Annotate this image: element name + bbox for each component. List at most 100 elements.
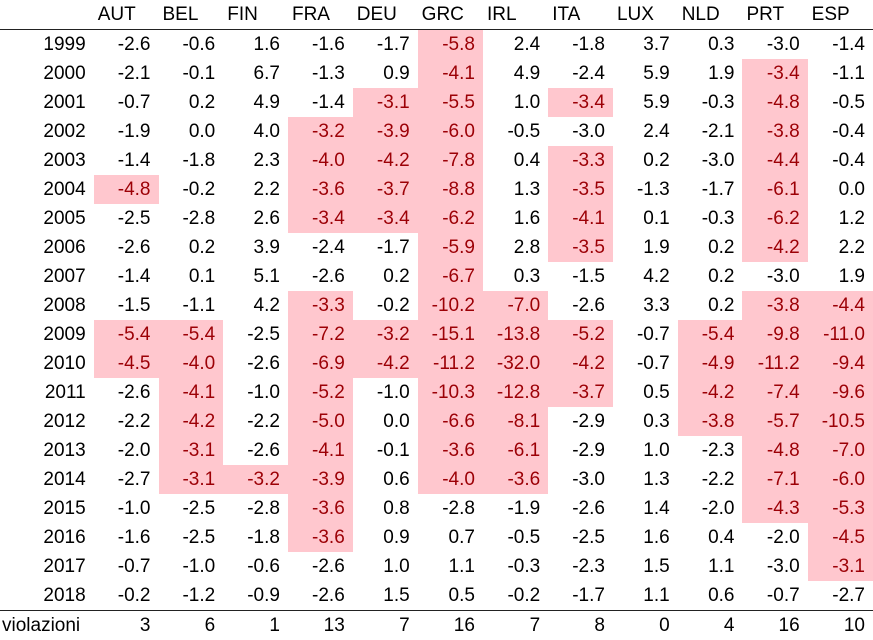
- value-cell: -2.6: [223, 436, 288, 465]
- value-cell: -3.9: [353, 117, 418, 146]
- value-cell: 0.9: [353, 59, 418, 88]
- value-cell: 0.1: [159, 262, 224, 291]
- value-cell: 0.3: [483, 262, 548, 291]
- value-cell: 2.4: [613, 117, 678, 146]
- value-cell: -3.8: [742, 291, 807, 320]
- value-cell: 6.7: [223, 59, 288, 88]
- value-cell: -2.6: [548, 494, 613, 523]
- value-cell: 1.6: [613, 523, 678, 552]
- value-cell: -3.6: [288, 523, 353, 552]
- value-cell: -4.9: [678, 349, 743, 378]
- value-cell: -3.0: [742, 30, 807, 60]
- value-cell: -0.5: [808, 88, 873, 117]
- value-cell: -9.6: [808, 378, 873, 407]
- value-cell: -1.7: [548, 581, 613, 611]
- value-cell: -8.8: [418, 175, 483, 204]
- value-cell: -0.9: [223, 581, 288, 611]
- value-cell: -9.8: [742, 320, 807, 349]
- value-cell: 0.2: [678, 291, 743, 320]
- value-cell: -3.6: [288, 494, 353, 523]
- value-cell: -3.4: [548, 88, 613, 117]
- value-cell: -3.6: [288, 175, 353, 204]
- column-header-lux: LUX: [613, 0, 678, 30]
- value-cell: -0.2: [353, 291, 418, 320]
- total-cell: 16: [742, 611, 807, 640]
- value-cell: -2.6: [288, 581, 353, 611]
- value-cell: -4.2: [548, 349, 613, 378]
- value-cell: -2.0: [94, 436, 159, 465]
- value-cell: -2.8: [418, 494, 483, 523]
- value-cell: -4.1: [548, 204, 613, 233]
- value-cell: -2.1: [94, 59, 159, 88]
- value-cell: -10.5: [808, 407, 873, 436]
- value-cell: 0.3: [613, 407, 678, 436]
- value-cell: -3.1: [353, 88, 418, 117]
- value-cell: -4.2: [742, 233, 807, 262]
- value-cell: 1.1: [678, 552, 743, 581]
- total-cell: 7: [483, 611, 548, 640]
- value-cell: -4.0: [159, 349, 224, 378]
- value-cell: 1.6: [223, 30, 288, 60]
- year-cell: 1999: [0, 30, 94, 60]
- value-cell: 3.9: [223, 233, 288, 262]
- value-cell: -3.8: [678, 407, 743, 436]
- value-cell: -0.1: [159, 59, 224, 88]
- value-cell: -3.1: [159, 436, 224, 465]
- value-cell: 0.2: [159, 88, 224, 117]
- value-cell: -2.3: [678, 436, 743, 465]
- value-cell: -2.5: [94, 204, 159, 233]
- value-cell: -1.9: [94, 117, 159, 146]
- value-cell: 0.0: [159, 117, 224, 146]
- year-cell: 2000: [0, 59, 94, 88]
- value-cell: -32.0: [483, 349, 548, 378]
- value-cell: -2.6: [94, 378, 159, 407]
- value-cell: 0.4: [483, 146, 548, 175]
- value-cell: -2.6: [94, 30, 159, 60]
- total-cell: 1: [223, 611, 288, 640]
- value-cell: -0.1: [353, 436, 418, 465]
- value-cell: -4.1: [288, 436, 353, 465]
- year-cell: 2015: [0, 494, 94, 523]
- total-cell: 6: [159, 611, 224, 640]
- value-cell: -6.1: [483, 436, 548, 465]
- value-cell: -1.1: [159, 291, 224, 320]
- corner-cell: [0, 0, 94, 30]
- value-cell: -3.2: [288, 117, 353, 146]
- value-cell: -6.6: [418, 407, 483, 436]
- value-cell: -9.4: [808, 349, 873, 378]
- column-header-deu: DEU: [353, 0, 418, 30]
- column-header-bel: BEL: [159, 0, 224, 30]
- value-cell: -5.2: [288, 378, 353, 407]
- value-cell: -6.0: [808, 465, 873, 494]
- value-cell: 4.0: [223, 117, 288, 146]
- value-cell: -5.4: [678, 320, 743, 349]
- value-cell: -1.0: [159, 552, 224, 581]
- value-cell: 2.2: [808, 233, 873, 262]
- value-cell: 1.0: [353, 552, 418, 581]
- value-cell: -0.7: [742, 581, 807, 611]
- value-cell: -3.1: [808, 552, 873, 581]
- year-cell: 2001: [0, 88, 94, 117]
- value-cell: 1.4: [613, 494, 678, 523]
- value-cell: -2.8: [159, 204, 224, 233]
- value-cell: -10.2: [418, 291, 483, 320]
- total-cell: 13: [288, 611, 353, 640]
- value-cell: 0.7: [418, 523, 483, 552]
- value-cell: -3.5: [548, 175, 613, 204]
- column-header-ita: ITA: [548, 0, 613, 30]
- value-cell: 4.2: [223, 291, 288, 320]
- value-cell: 0.2: [353, 262, 418, 291]
- total-cell: 7: [353, 611, 418, 640]
- column-header-aut: AUT: [94, 0, 159, 30]
- value-cell: -1.4: [288, 88, 353, 117]
- value-cell: 1.3: [483, 175, 548, 204]
- value-cell: -1.7: [353, 30, 418, 60]
- value-cell: 2.4: [483, 30, 548, 60]
- value-cell: -0.5: [483, 117, 548, 146]
